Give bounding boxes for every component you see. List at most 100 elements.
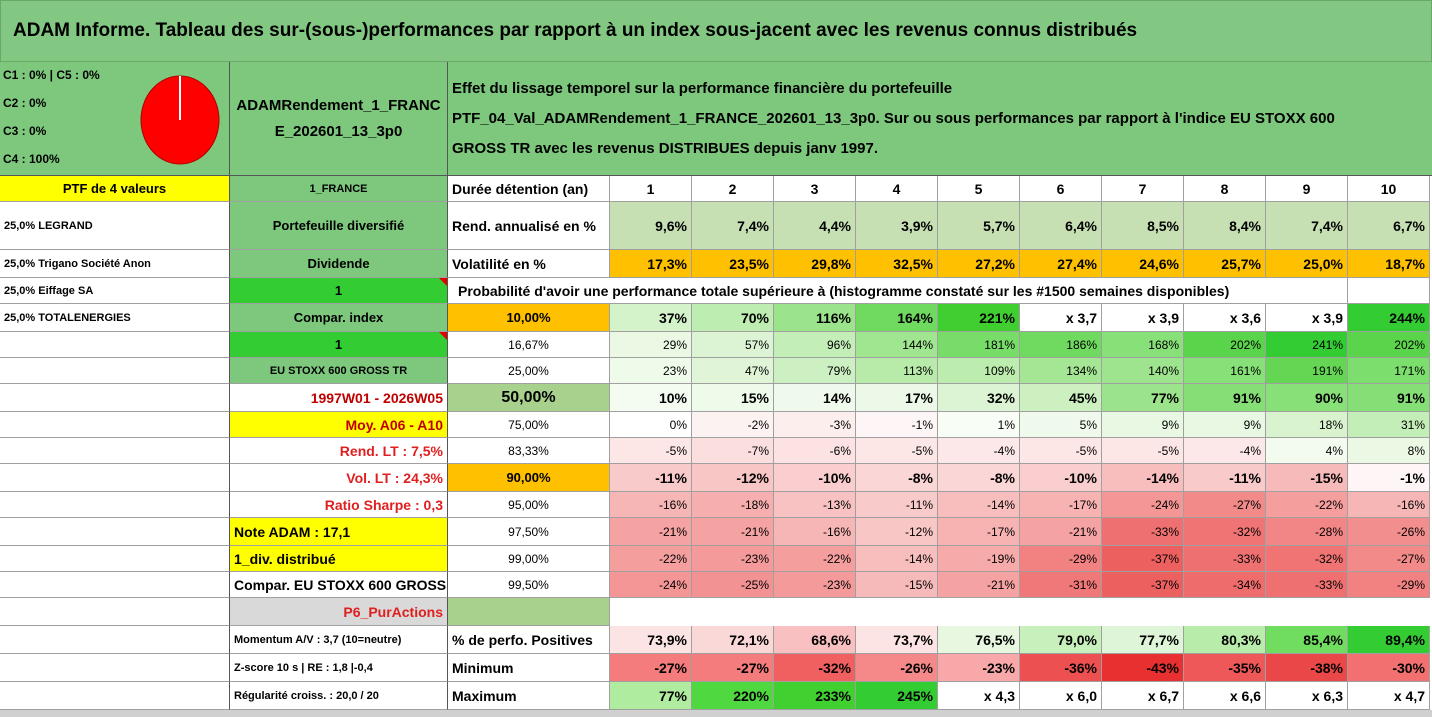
value-cell: 109% [938, 358, 1020, 384]
holding-cell: 25,0% Eiffage SA [0, 278, 230, 304]
value-cell: 91% [1348, 384, 1430, 412]
value-cell: 116% [774, 304, 856, 332]
value-cell: 90% [1266, 384, 1348, 412]
row-label-cell: Volatilité en % [448, 250, 610, 278]
value-cell: -21% [610, 518, 692, 546]
parameter-cell: Compar. EU STOXX 600 GROSS TR [230, 572, 448, 598]
parameter-cell: Z-score 10 s | RE : 1,8 |-0,4 [230, 654, 448, 682]
value-cell: 24,6% [1102, 250, 1184, 278]
value-cell: -2% [692, 412, 774, 438]
value-cell: -1% [1348, 464, 1430, 492]
parameter-cell: Ratio Sharpe : 0,3 [230, 492, 448, 518]
value-cell: 4 [856, 176, 938, 202]
value-cell: -6% [774, 438, 856, 464]
value-cell: -4% [938, 438, 1020, 464]
value-cell: 9% [1184, 412, 1266, 438]
value-cell [938, 598, 1020, 626]
row-label-cell: Rend. annualisé en % [448, 202, 610, 250]
value-cell: 4% [1266, 438, 1348, 464]
value-cell: -16% [610, 492, 692, 518]
parameter-cell: Note ADAM : 17,1 [230, 518, 448, 546]
value-cell: 5,7% [938, 202, 1020, 250]
row-label-cell: 10,00% [448, 304, 610, 332]
summary-line: C1 : 0% | C5 : 0% [3, 68, 100, 82]
value-cell: 245% [856, 682, 938, 710]
value-cell: -15% [856, 572, 938, 598]
value-cell: x 3,6 [1184, 304, 1266, 332]
value-cell: -25% [692, 572, 774, 598]
value-cell: 89,4% [1348, 626, 1430, 654]
row-label-cell: 50,00% [448, 384, 610, 412]
value-cell: 6 [1020, 176, 1102, 202]
value-cell: -30% [1348, 654, 1430, 682]
parameter-cell: Dividende [230, 250, 448, 278]
value-cell: -37% [1102, 546, 1184, 572]
value-cell: -21% [1020, 518, 1102, 546]
value-cell: -33% [1184, 546, 1266, 572]
value-cell: 113% [856, 358, 938, 384]
holding-cell [0, 572, 230, 598]
value-cell: -5% [1102, 438, 1184, 464]
value-cell: 8% [1348, 438, 1430, 464]
value-cell: -11% [610, 464, 692, 492]
value-cell: -23% [938, 654, 1020, 682]
summary-line: C3 : 0% [3, 124, 47, 138]
portfolio-description: Effet du lissage temporel sur la perform… [448, 62, 1432, 176]
row-label-cell: 90,00% [448, 464, 610, 492]
row-label-cell: 16,67% [448, 332, 610, 358]
value-cell: -18% [692, 492, 774, 518]
row-label-cell: 99,50% [448, 572, 610, 598]
value-cell: -21% [692, 518, 774, 546]
value-cell: -11% [856, 492, 938, 518]
value-cell: -11% [1184, 464, 1266, 492]
value-cell: 70% [692, 304, 774, 332]
value-cell: -14% [938, 492, 1020, 518]
value-cell: 32% [938, 384, 1020, 412]
value-cell: -22% [1266, 492, 1348, 518]
holding-cell [0, 682, 230, 710]
value-cell: -32% [774, 654, 856, 682]
value-cell: -24% [610, 572, 692, 598]
value-cell: 140% [1102, 358, 1184, 384]
value-cell: 181% [938, 332, 1020, 358]
value-cell: 221% [938, 304, 1020, 332]
value-cell: 202% [1348, 332, 1430, 358]
parameter-cell: 1_FRANCE [230, 176, 448, 202]
parameter-cell: Compar. index [230, 304, 448, 332]
value-cell [1348, 278, 1430, 304]
value-cell: 134% [1020, 358, 1102, 384]
value-cell [774, 598, 856, 626]
value-cell: 7,4% [692, 202, 774, 250]
value-cell: 202% [1184, 332, 1266, 358]
value-cell: -27% [1348, 546, 1430, 572]
value-cell: -26% [856, 654, 938, 682]
row-label-cell: Minimum [448, 654, 610, 682]
summary-line: C2 : 0% [3, 96, 47, 110]
description-line: Effet du lissage temporel sur la perform… [452, 80, 953, 97]
value-cell: 164% [856, 304, 938, 332]
value-cell: 80,3% [1184, 626, 1266, 654]
holding-cell [0, 438, 230, 464]
value-cell: 8,4% [1184, 202, 1266, 250]
value-cell: 161% [1184, 358, 1266, 384]
value-cell: x 6,0 [1020, 682, 1102, 710]
value-cell: 77% [1102, 384, 1184, 412]
value-cell: 144% [856, 332, 938, 358]
value-cell: -17% [1020, 492, 1102, 518]
value-cell: 15% [692, 384, 774, 412]
value-cell: 6,4% [1020, 202, 1102, 250]
row-label-cell: % de perfo. Positives [448, 626, 610, 654]
holding-cell: 25,0% Trigano Société Anon [0, 250, 230, 278]
value-cell: 9,6% [610, 202, 692, 250]
allocation-summary: C1 : 0% | C5 : 0% C2 : 0% C3 : 0% C4 : 1… [0, 62, 230, 176]
value-cell: -32% [1184, 518, 1266, 546]
holding-cell [0, 384, 230, 412]
parameter-cell: 1_div. distribué [230, 546, 448, 572]
value-cell: 76,5% [938, 626, 1020, 654]
parameter-cell: Momentum A/V : 3,7 (10=neutre) [230, 626, 448, 654]
value-cell: 72,1% [692, 626, 774, 654]
value-cell: 244% [1348, 304, 1430, 332]
value-cell: 18% [1266, 412, 1348, 438]
value-cell: -27% [692, 654, 774, 682]
value-cell: -14% [1102, 464, 1184, 492]
